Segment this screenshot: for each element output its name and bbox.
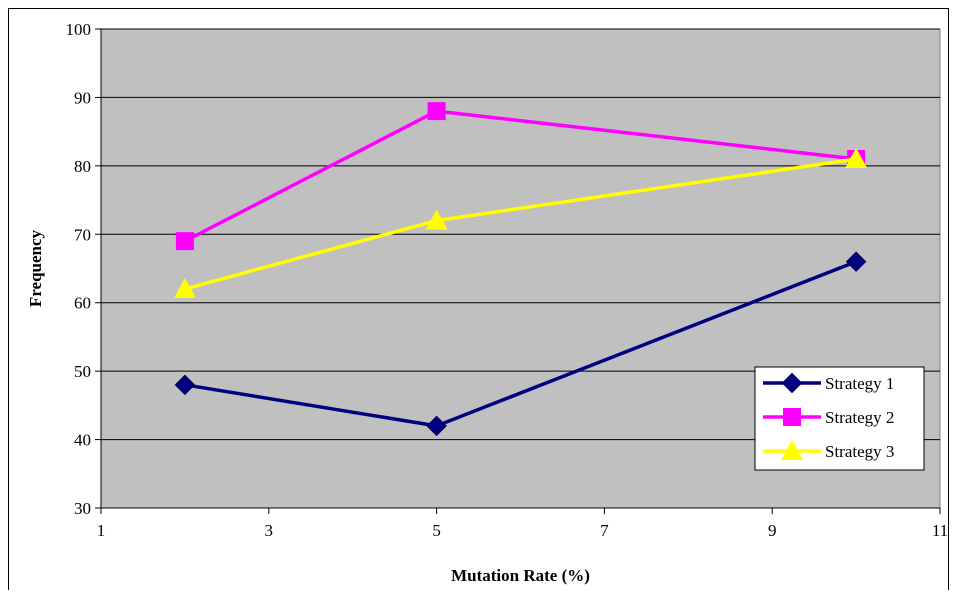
data-point (175, 232, 194, 251)
data-point (427, 102, 446, 121)
y-axis-label: Frequency (26, 229, 45, 307)
axes: 30 40 50 60 70 80 90 100 1 3 5 7 9 11 (66, 20, 949, 540)
x-tick-label: 11 (932, 521, 948, 540)
y-tick-label: 40 (74, 431, 91, 450)
y-tick-label: 60 (74, 294, 91, 313)
x-tick-label: 3 (265, 521, 274, 540)
legend-marker (783, 408, 801, 426)
legend-marker (781, 440, 803, 460)
legend-label: Strategy 1 (825, 374, 894, 393)
y-tick-label: 90 (74, 88, 91, 107)
data-point (845, 148, 868, 169)
data-point (845, 251, 867, 273)
x-tick-label: 7 (600, 521, 609, 540)
legend: Strategy 1 Strategy 2 Strategy 3 (754, 366, 925, 471)
data-point (426, 415, 447, 437)
x-tick-label: 5 (432, 521, 441, 540)
legend-item: Strategy 1 (763, 372, 894, 394)
series-3 (173, 148, 868, 299)
data-point (174, 374, 196, 396)
y-tick-label: 50 (74, 362, 91, 381)
legend-label: Strategy 2 (825, 408, 894, 427)
x-tick-label: 1 (97, 521, 106, 540)
data-point (173, 278, 196, 299)
series-1 (174, 251, 867, 437)
legend-item: Strategy 2 (763, 408, 894, 427)
x-axis-label: Mutation Rate (%) (451, 566, 590, 585)
y-tick-label: 70 (74, 225, 91, 244)
data-point (425, 209, 448, 230)
series-2 (175, 102, 866, 251)
series-layer (173, 102, 868, 437)
legend-label: Strategy 3 (825, 442, 894, 461)
legend-item: Strategy 3 (763, 440, 894, 461)
y-tick-label: 100 (66, 20, 92, 39)
y-tick-label: 80 (74, 157, 91, 176)
legend-marker (781, 372, 803, 394)
y-tick-label: 30 (74, 499, 91, 518)
x-tick-label: 9 (768, 521, 777, 540)
